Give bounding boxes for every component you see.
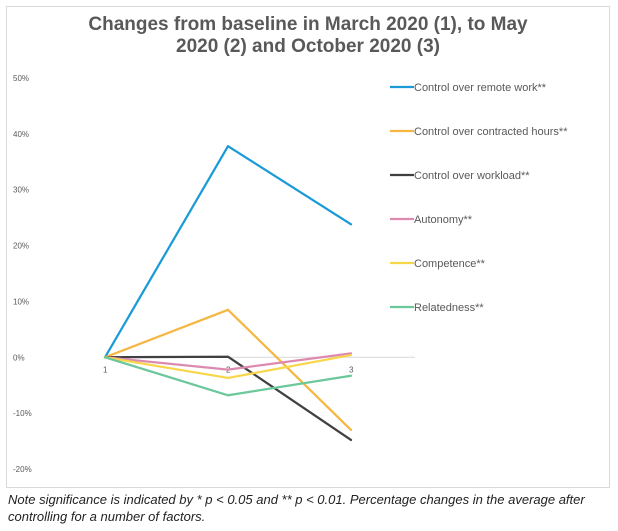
legend-label: Relatedness** (414, 302, 484, 314)
legend-label: Competence** (414, 258, 486, 270)
series-line (103, 145, 353, 359)
series-line (103, 356, 353, 397)
x-tick-label: 1 (103, 365, 108, 374)
y-tick-label: 30% (13, 186, 29, 195)
series-line (103, 353, 353, 380)
legend-label: Control over workload** (414, 170, 530, 182)
series-line (103, 352, 353, 371)
y-tick-label: -20% (13, 465, 32, 474)
y-axis-ticks: 50% 40% 30% 20% 10% 0% -10% -20% (13, 74, 32, 474)
chart-frame (6, 6, 610, 488)
legend-label: Control over remote work** (414, 82, 547, 94)
legend-label: Autonomy** (414, 214, 473, 226)
y-tick-label: 10% (13, 297, 29, 306)
x-tick-label: 3 (349, 365, 354, 374)
footnote: Note significance is indicated by * p < … (8, 492, 585, 524)
legend-label: Control over contracted hours** (414, 126, 568, 138)
y-tick-label: 50% (13, 74, 29, 83)
series-line (103, 308, 353, 432)
y-tick-label: 0% (13, 353, 25, 362)
series-line (103, 355, 353, 442)
series-lines (103, 145, 353, 442)
y-tick-label: -10% (13, 409, 32, 418)
chart-title: Changes from baseline in March 2020 (1),… (88, 14, 528, 57)
y-tick-label: 40% (13, 130, 29, 139)
y-tick-label: 20% (13, 242, 29, 251)
legend: Control over remote work** Control over c… (390, 82, 568, 314)
